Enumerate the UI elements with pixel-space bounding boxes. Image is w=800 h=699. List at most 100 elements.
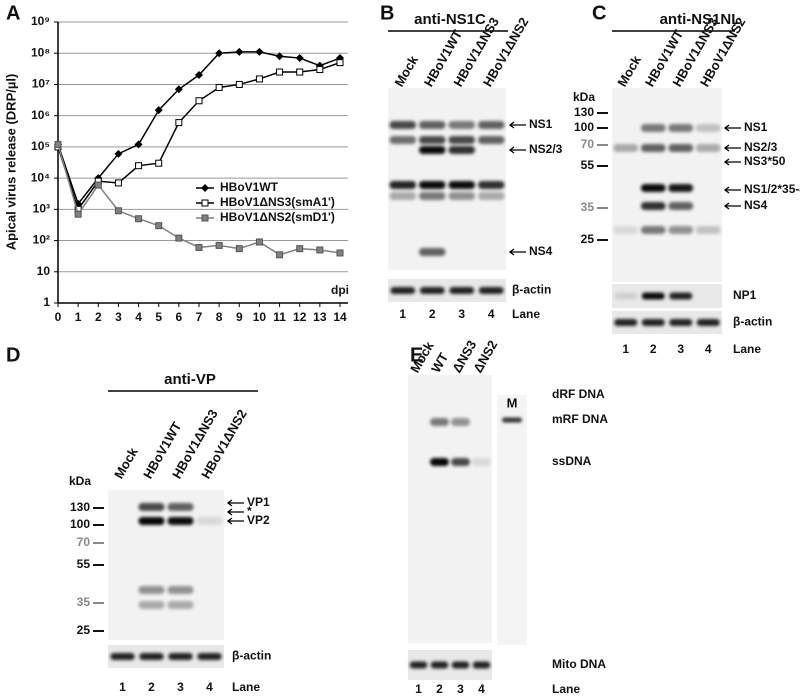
point — [174, 85, 183, 94]
blot-band — [448, 146, 476, 154]
kda-marker: 35 — [581, 200, 595, 214]
blot-band — [167, 586, 194, 594]
blot-band — [448, 181, 476, 189]
point — [201, 199, 209, 207]
blot-band — [451, 418, 470, 426]
band-label: NS2/3 — [529, 142, 563, 156]
strip-label: β-actin — [733, 315, 772, 329]
band-arrow — [723, 202, 741, 210]
point — [155, 159, 163, 167]
strip-label: Mito DNA — [552, 657, 606, 671]
band-label: VP2 — [247, 513, 270, 527]
blot — [108, 490, 224, 640]
blot-band — [477, 136, 505, 144]
y-tick-label: 10 — [37, 264, 51, 278]
lane-number: 3 — [677, 342, 684, 356]
blot-band — [448, 192, 476, 200]
legend-label: HBoV1ΔNS2(smD1') — [220, 210, 335, 224]
point — [114, 179, 122, 187]
band-arrow — [508, 146, 526, 154]
lane-number: 2 — [436, 682, 443, 696]
kda-marker: 70 — [77, 535, 91, 549]
blot-band — [167, 503, 194, 511]
point — [336, 59, 344, 67]
blot-band — [477, 192, 505, 200]
blot-band — [168, 653, 193, 660]
band-label: NS1/2*35-40 — [744, 182, 800, 196]
x-tick-label: 3 — [115, 310, 122, 324]
kda-label: kDa — [573, 90, 595, 104]
point — [155, 222, 163, 230]
lane-number: 2 — [148, 680, 155, 694]
blot-band — [390, 287, 416, 294]
kda-marker: 55 — [77, 557, 91, 571]
blot-band — [668, 144, 694, 152]
point — [316, 66, 324, 74]
x-tick-label: 14 — [333, 310, 347, 324]
band-arrow — [723, 124, 741, 132]
kda-marker: 70 — [581, 137, 595, 151]
blot-band — [448, 121, 476, 129]
band-label: ssDNA — [552, 454, 592, 468]
point — [195, 71, 203, 80]
x-tick-label: 10 — [253, 310, 267, 324]
blot-band — [613, 144, 639, 152]
blot-band — [138, 517, 165, 525]
blot-band — [418, 248, 446, 256]
blot-band — [196, 517, 223, 525]
legend-label: HBoV1ΔNS3(smA1') — [220, 195, 335, 209]
kda-marker: 25 — [581, 232, 595, 246]
point — [336, 249, 344, 257]
x-tick-label: 1 — [75, 310, 82, 324]
point — [215, 49, 224, 58]
band-label: NS4 — [744, 198, 768, 212]
blot-band — [668, 124, 694, 132]
lane-number: 4 — [705, 342, 712, 356]
strip — [612, 311, 722, 334]
point — [74, 210, 82, 218]
lane-number: 2 — [429, 307, 436, 321]
band-arrow — [723, 144, 741, 152]
point — [201, 184, 209, 192]
blot-band — [167, 517, 194, 525]
band-label: NS4 — [529, 244, 553, 258]
point — [296, 245, 304, 253]
blot-band — [641, 292, 665, 300]
panel-letter: D — [6, 344, 20, 366]
point — [134, 140, 143, 149]
blot-band — [167, 601, 194, 609]
point — [255, 47, 264, 56]
x-tick-label: 0 — [55, 310, 62, 324]
blot-band — [614, 292, 638, 300]
blot-band — [449, 287, 475, 294]
lane-number: 1 — [119, 680, 126, 694]
lane-word: Lane — [552, 682, 580, 696]
kda-marker: 100 — [574, 120, 594, 134]
blot-band — [697, 293, 720, 300]
band-label: NS2/3 — [744, 140, 778, 154]
y-tick-label: 10⁹ — [31, 14, 50, 28]
lane-number: 2 — [650, 342, 657, 356]
y-tick-label: 10⁴ — [31, 170, 50, 184]
x-tick-label: 12 — [293, 310, 307, 324]
y-tick-label: 10⁵ — [31, 139, 50, 153]
blot-band — [477, 121, 505, 129]
x-tick-label: 9 — [236, 310, 243, 324]
point — [154, 106, 163, 115]
point — [114, 207, 122, 215]
strip-label: β-actin — [512, 283, 551, 297]
blot-band — [389, 192, 417, 200]
kda-marker: 130 — [574, 105, 594, 119]
blot-band — [472, 458, 491, 466]
kda-marker: 25 — [77, 623, 91, 637]
lane-number: 4 — [206, 680, 213, 694]
lane-label: Mock — [391, 52, 421, 89]
blot-band — [138, 601, 165, 609]
x-tick-label: 4 — [135, 310, 142, 324]
strip-label: NP1 — [733, 288, 757, 302]
lane-word: Lane — [733, 342, 761, 356]
blot-band — [641, 319, 665, 326]
point — [175, 119, 183, 127]
y-tick-label: 1 — [43, 295, 50, 309]
